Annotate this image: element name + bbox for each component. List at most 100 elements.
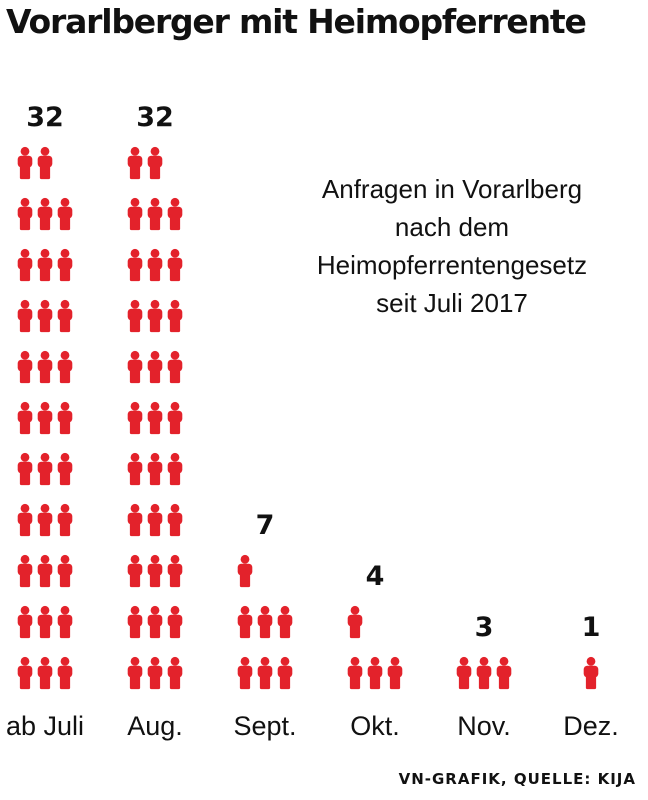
value-label: 32 [136,102,174,133]
person-icon [127,503,143,537]
person-icon [167,656,183,690]
person-icon [167,554,183,588]
person-icon [127,656,143,690]
person-icon [37,401,53,435]
chart-title: Vorarlberger mit Heimopferrente [6,2,587,41]
person-icon [147,146,163,180]
chart-subtitle: Anfragen in Vorarlberg nach dem Heimopfe… [262,170,642,322]
person-icon [147,248,163,282]
person-icon [456,656,472,690]
person-icon [17,503,33,537]
icon-column-5 [583,656,599,690]
person-icon [147,197,163,231]
person-icon [147,350,163,384]
person-icon [17,401,33,435]
person-icon [167,248,183,282]
person-icon [57,452,73,486]
person-icon [237,656,253,690]
person-icon [127,299,143,333]
person-icon [583,656,599,690]
category-label: Dez. [563,711,619,741]
person-icon [17,452,33,486]
person-icon [277,656,293,690]
icon-column-3 [347,605,403,690]
person-icon [127,197,143,231]
subtitle-line-3: Heimopferrentengesetz [316,250,588,280]
category-label: Nov. [457,711,511,741]
person-icon [57,503,73,537]
person-icon [37,350,53,384]
person-icon [37,605,53,639]
person-icon [17,146,33,180]
person-icon [147,554,163,588]
person-icon [57,350,73,384]
person-icon [167,503,183,537]
person-icon [37,299,53,333]
person-icon [57,248,73,282]
icon-column-2 [237,554,293,690]
subtitle-line-2: nach dem [394,212,510,242]
value-label: 32 [26,102,64,133]
person-icon [37,554,53,588]
source-credit: VN-GRAFIK, QUELLE: KIJA [398,770,636,788]
person-icon [57,656,73,690]
person-icon [17,605,33,639]
person-icon [17,554,33,588]
value-label: 3 [475,612,494,643]
person-icon [17,197,33,231]
person-icon [127,146,143,180]
person-icon [37,503,53,537]
person-icon [167,401,183,435]
person-icon [57,605,73,639]
person-icon [127,401,143,435]
person-icon [147,299,163,333]
person-icon [17,299,33,333]
category-label: Sept. [233,711,296,741]
person-icon [347,605,363,639]
person-icon [37,146,53,180]
person-icon [57,299,73,333]
person-icon [37,197,53,231]
subtitle-line-4: seit Juli 2017 [376,288,528,318]
person-icon [37,656,53,690]
person-icon [347,656,363,690]
person-icon [237,605,253,639]
person-icon [17,350,33,384]
person-icon [57,554,73,588]
icon-column-4 [456,656,512,690]
person-icon [127,554,143,588]
person-icon [37,248,53,282]
person-icon [387,656,403,690]
person-icon [496,656,512,690]
category-label: Aug. [127,711,183,741]
person-icon [147,605,163,639]
person-icon [367,656,383,690]
person-icon [167,605,183,639]
person-icon [147,503,163,537]
value-label: 4 [366,561,385,592]
person-icon [237,554,253,588]
person-icon [37,452,53,486]
person-icon [476,656,492,690]
icon-column-0 [17,146,73,690]
person-icon [127,248,143,282]
category-label: ab Juli [6,711,84,741]
person-icon [57,197,73,231]
subtitle-line-1: Anfragen in Vorarlberg [321,174,583,204]
value-label: 1 [582,612,601,643]
person-icon [257,605,273,639]
person-icon [147,401,163,435]
person-icon [57,401,73,435]
person-icon [167,452,183,486]
person-icon [167,350,183,384]
person-icon [167,299,183,333]
person-icon [127,350,143,384]
person-icon [257,656,273,690]
person-icon [17,656,33,690]
value-label: 7 [256,510,275,541]
icon-column-1 [127,146,183,690]
person-icon [147,656,163,690]
person-icon [167,197,183,231]
person-icon [127,605,143,639]
